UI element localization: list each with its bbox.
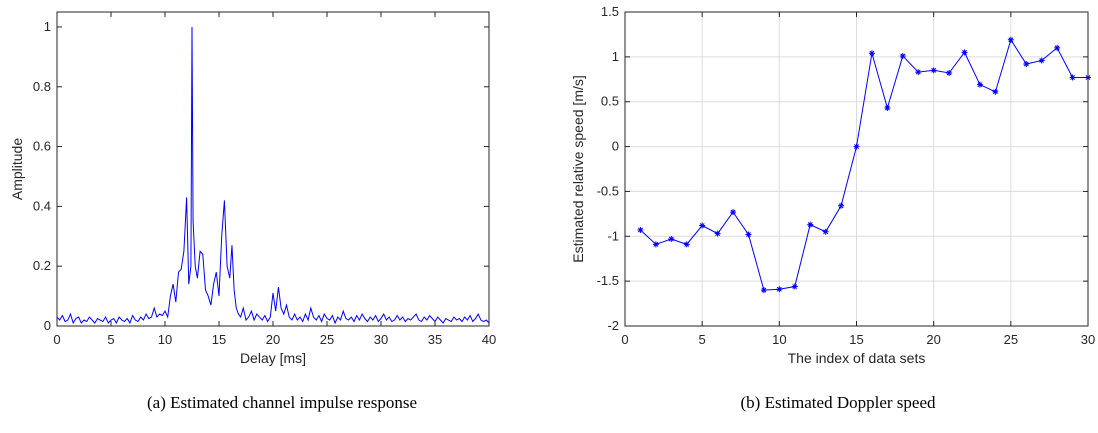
data-point-marker [1023, 61, 1030, 68]
x-tick-label: 35 [428, 332, 442, 347]
y-tick-label: 0 [612, 139, 619, 154]
x-tick-label: 10 [158, 332, 172, 347]
data-point-marker [1069, 74, 1076, 81]
caption-a: (a) Estimated channel impulse response [147, 393, 417, 412]
x-tick-label: 5 [107, 332, 114, 347]
y-tick-label: 1 [44, 19, 51, 34]
series-line-b [640, 38, 1088, 291]
data-point-marker [760, 287, 767, 294]
y-tick-label: -1 [607, 228, 619, 243]
data-point-marker [868, 50, 875, 57]
x-tick-label: 10 [772, 332, 786, 347]
data-point-marker [992, 88, 999, 95]
x-tick-label: 0 [621, 332, 628, 347]
y-tick-label: -2 [607, 318, 619, 333]
data-point-marker [884, 104, 891, 111]
x-tick-label: 20 [266, 332, 280, 347]
x-tick-label: 20 [926, 332, 940, 347]
y-tick-label: 0.4 [33, 198, 51, 213]
y-axis-label-a: Amplitude [9, 138, 25, 200]
y-tick-label: 0.2 [33, 258, 51, 273]
data-point-marker [776, 286, 783, 293]
x-axis-label-b: The index of data sets [788, 350, 926, 366]
data-point-marker [961, 49, 968, 56]
y-tick-label: 1.5 [601, 4, 619, 19]
x-tick-label: 5 [699, 332, 706, 347]
x-tick-label: 0 [53, 332, 60, 347]
y-tick-label: 0.5 [601, 94, 619, 109]
x-tick-label: 30 [374, 332, 388, 347]
x-tick-label: 40 [482, 332, 496, 347]
data-point-marker [745, 231, 752, 238]
data-point-marker [683, 241, 690, 248]
panel-b-doppler-speed: 0 5 10 15 20 25 30 -2 -1.5 -1 -0.5 0 0.5 1 1.5 The inde… [570, 4, 1095, 366]
caption-b: (b) Estimated Doppler speed [741, 393, 936, 412]
data-point-marker [730, 209, 737, 216]
data-point-marker [714, 230, 721, 237]
data-point-marker [807, 221, 814, 228]
data-point-marker [822, 228, 829, 235]
x-axis-label-a: Delay [ms] [240, 350, 306, 366]
data-point-marker [637, 227, 644, 234]
y-tick-label: 0.8 [33, 79, 51, 94]
x-tick-label: 25 [1004, 332, 1018, 347]
y-tick-label: 0.6 [33, 139, 51, 154]
x-tick-label: 30 [1081, 332, 1095, 347]
data-point-marker [946, 70, 953, 77]
y-tick-label: -1.5 [597, 273, 619, 288]
data-point-marker [915, 69, 922, 76]
panel-a-impulse-response: 0 5 10 15 20 25 30 35 40 0 0.2 0.4 0.6 0.8 1 Delay [ms]… [9, 11, 496, 366]
data-point-marker [668, 235, 675, 242]
data-point-marker [699, 222, 706, 229]
plot-frame-a [56, 11, 490, 327]
data-point-marker [1054, 44, 1061, 51]
data-point-marker [791, 283, 798, 290]
x-tick-label: 15 [212, 332, 226, 347]
data-point-marker [930, 67, 937, 74]
data-point-marker [1038, 57, 1045, 64]
data-point-marker [652, 241, 659, 248]
data-point-marker [838, 202, 845, 209]
y-axis-label-b: Estimated relative speed [m/s] [570, 75, 586, 263]
data-point-marker [976, 81, 983, 88]
y-tick-label: 0 [44, 318, 51, 333]
y-tick-label: 1 [612, 49, 619, 64]
y-tick-label: -0.5 [597, 183, 619, 198]
data-point-marker [1007, 36, 1014, 43]
series-line-a [56, 26, 490, 325]
data-point-marker [899, 52, 906, 59]
x-tick-label: 15 [849, 332, 863, 347]
x-tick-label: 25 [320, 332, 334, 347]
data-point-marker [853, 143, 860, 150]
